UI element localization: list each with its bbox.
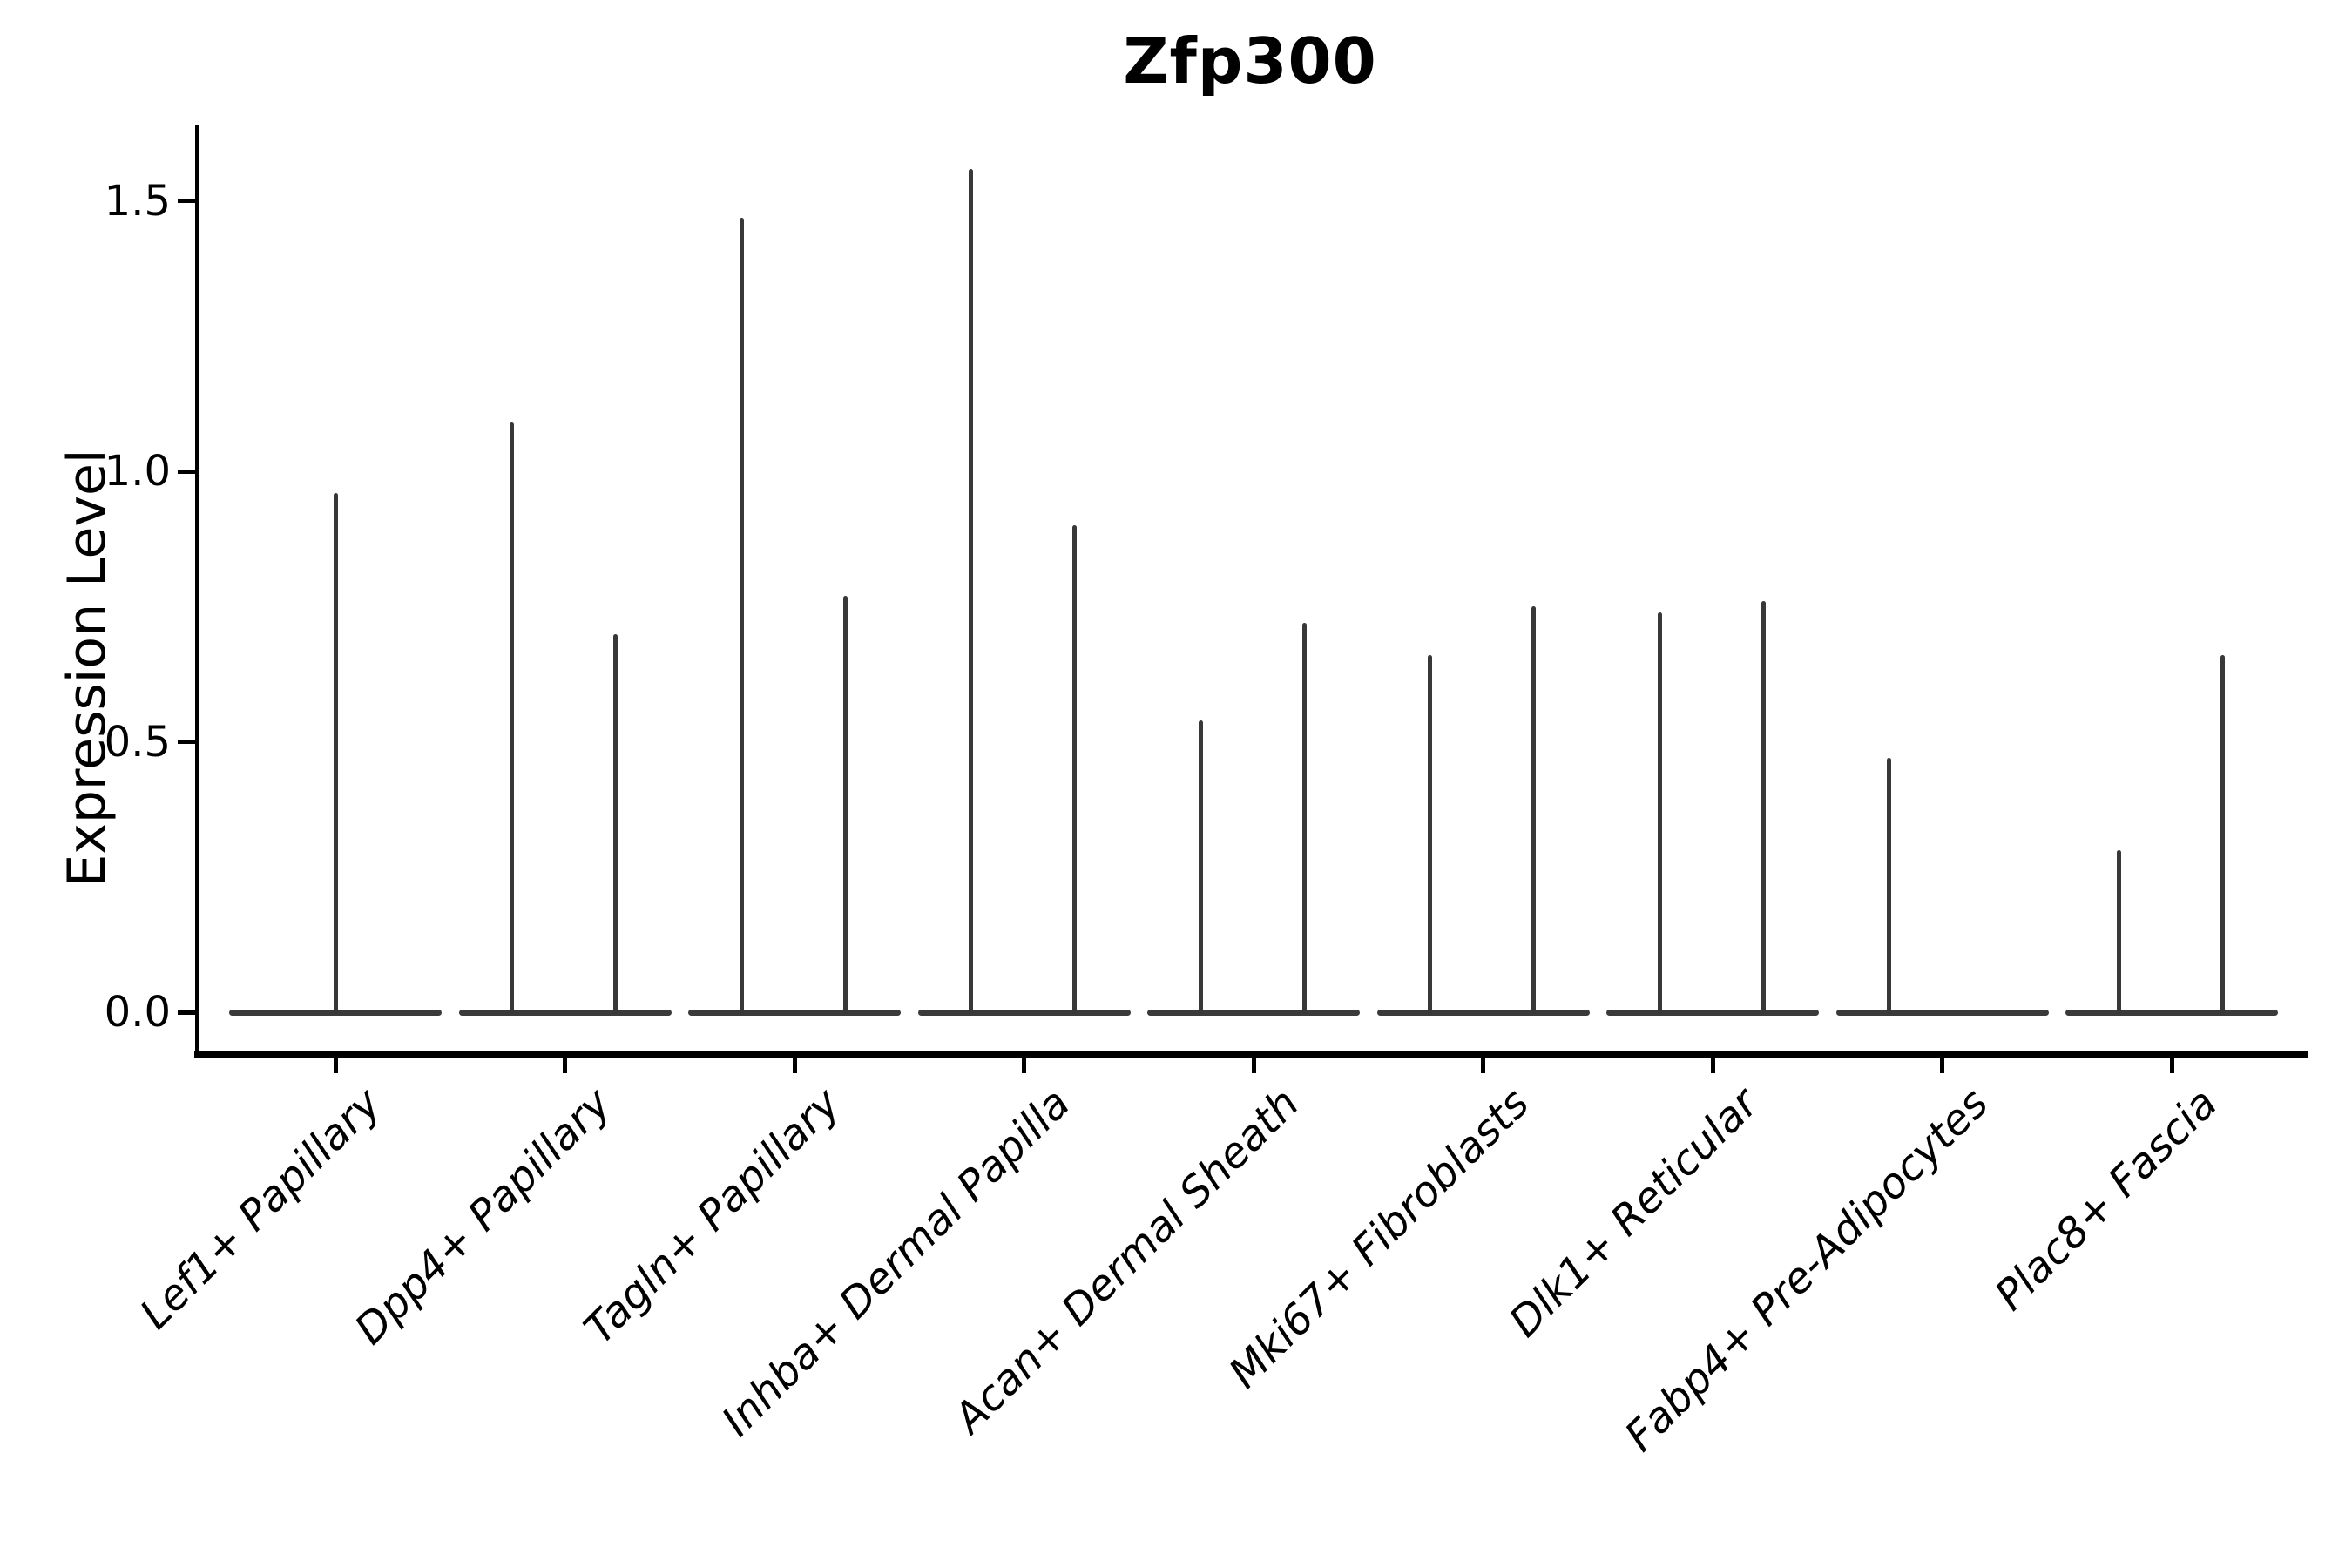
violin-spike <box>1531 606 1536 1014</box>
violin-base <box>1147 1009 1360 1016</box>
violin-spike <box>1428 655 1432 1014</box>
violin-spike <box>842 596 848 1014</box>
y-tick-label: 0.5 <box>104 717 171 767</box>
violin-spike <box>969 168 973 1014</box>
y-tick-label: 1.5 <box>104 176 171 226</box>
violin-spike <box>613 633 618 1014</box>
violin-spike <box>510 422 514 1014</box>
y-tick-mark <box>177 199 195 204</box>
x-tick-mark <box>1710 1054 1715 1073</box>
violin-base <box>688 1009 901 1016</box>
violin-base <box>1606 1009 1819 1016</box>
violin-spike <box>2220 655 2225 1014</box>
x-tick-mark <box>2169 1054 2174 1073</box>
violin-base <box>1376 1009 1590 1016</box>
x-tick-mark <box>1022 1054 1026 1073</box>
y-tick-mark <box>177 469 195 474</box>
violin-spike <box>1198 720 1203 1014</box>
y-tick-mark <box>177 740 195 745</box>
violin-spike <box>1761 601 1766 1014</box>
y-axis-spine <box>194 125 199 1058</box>
violin-base <box>458 1009 672 1016</box>
x-tick-mark <box>1940 1054 1944 1073</box>
x-tick-mark <box>1251 1054 1256 1073</box>
x-tick-mark <box>333 1054 338 1073</box>
page-title: Zfp300 <box>1123 24 1377 98</box>
violin-base <box>2065 1009 2278 1016</box>
y-tick-mark <box>177 1010 195 1015</box>
violin-spike <box>739 217 744 1014</box>
violin-spike <box>1072 525 1077 1014</box>
violin-spike <box>1301 623 1307 1014</box>
violin-spike <box>1657 612 1662 1014</box>
x-tick-mark <box>792 1054 797 1073</box>
x-tick-mark <box>1481 1054 1485 1073</box>
y-tick-label: 1.0 <box>104 447 171 497</box>
violin-base <box>1835 1009 2049 1016</box>
y-tick-label: 0.0 <box>104 988 171 1037</box>
violin-base <box>917 1009 1131 1016</box>
violin-spike <box>333 493 338 1014</box>
violin-spike <box>2116 849 2121 1014</box>
x-tick-mark <box>563 1054 567 1073</box>
violin-spike <box>1887 758 1891 1014</box>
y-axis-label: Expression Level <box>57 449 118 888</box>
